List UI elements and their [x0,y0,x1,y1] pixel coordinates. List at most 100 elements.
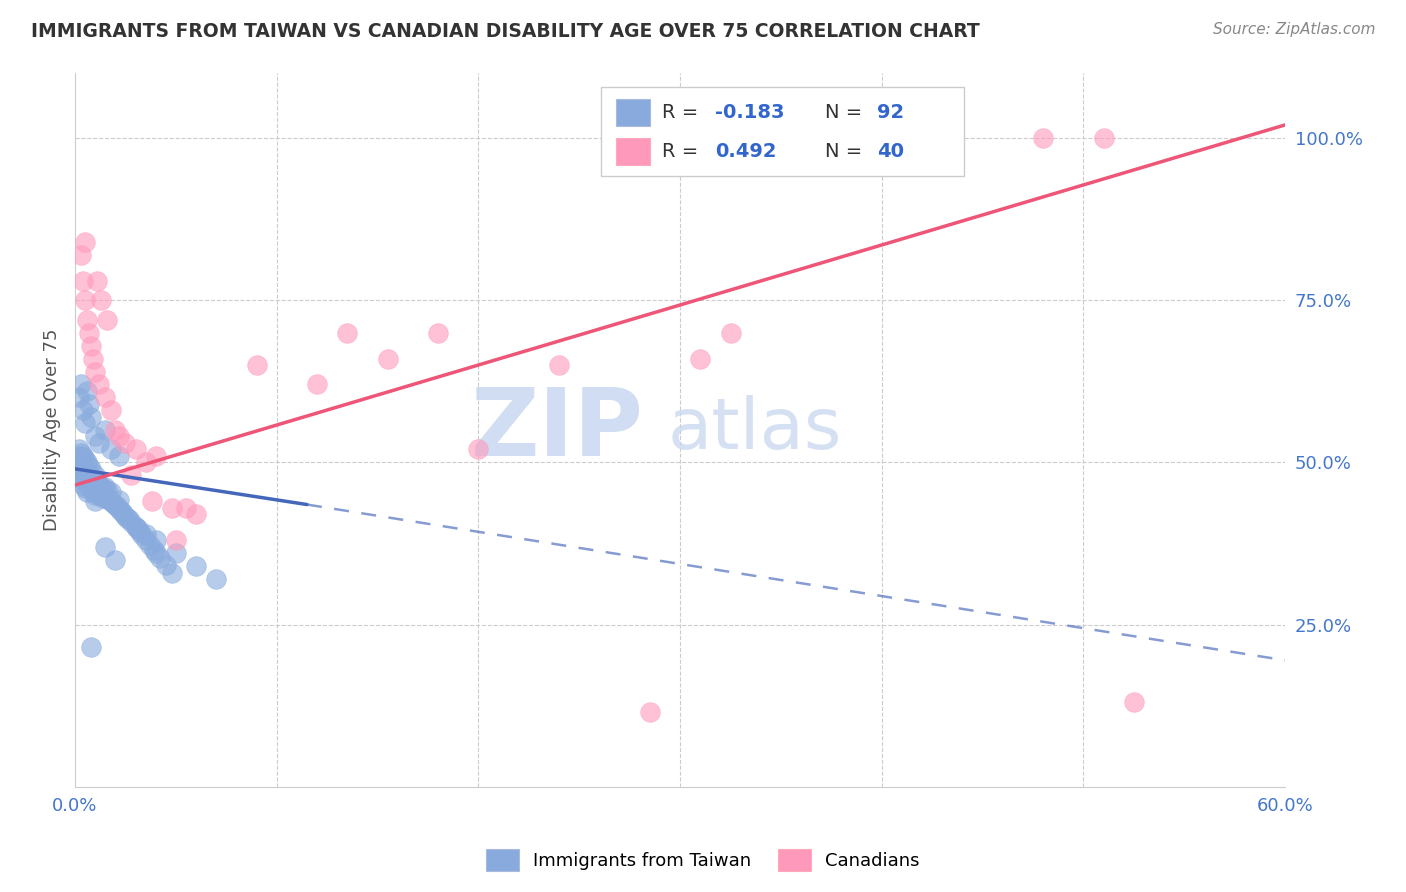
Point [149,551,172,566]
Point [75,481,97,495]
Point [67,442,90,457]
FancyBboxPatch shape [616,138,650,165]
Point [124,442,146,457]
Text: 92: 92 [877,103,904,121]
Point [155,558,177,572]
Point [336,326,359,340]
Point [124,520,146,534]
Point [638,705,661,719]
Point [80,640,103,655]
Point [103,495,125,509]
Point [80,409,103,424]
Point [145,546,167,560]
Point [131,528,153,542]
Point [77,478,100,492]
Text: -0.183: -0.183 [716,103,785,121]
Point [82,475,104,489]
Point [66,462,89,476]
Text: Source: ZipAtlas.com: Source: ZipAtlas.com [1212,22,1375,37]
Text: R =: R = [662,142,704,161]
Point [100,484,122,499]
Point [94,423,117,437]
Point [117,510,139,524]
Point [127,522,149,536]
Y-axis label: Disability Age Over 75: Disability Age Over 75 [44,328,60,531]
Point [76,455,98,469]
Point [141,494,163,508]
Point [160,566,183,580]
Point [108,429,131,443]
Point [86,274,108,288]
Point [67,391,90,405]
Point [467,442,489,457]
Point [98,493,121,508]
Point [90,480,112,494]
Point [94,540,117,554]
Point [100,403,122,417]
Point [75,417,97,431]
Point [142,543,165,558]
Text: R =: R = [662,103,704,121]
Point [114,508,136,523]
Point [77,397,100,411]
Point [89,436,111,450]
Point [548,358,571,372]
Point [94,391,117,405]
Point [174,500,197,515]
Point [135,455,157,469]
Point [104,552,127,566]
Point [91,481,114,495]
Point [184,559,207,574]
Point [135,533,157,548]
Point [89,478,111,492]
Point [70,377,93,392]
Point [72,403,94,417]
Point [121,468,143,483]
Point [110,504,132,518]
Point [165,533,187,548]
Point [114,436,136,450]
Text: atlas: atlas [668,395,842,465]
Point [80,462,103,476]
Point [77,468,100,483]
Point [80,338,103,352]
Point [67,449,90,463]
Point [100,494,122,508]
Point [104,423,127,437]
Point [70,452,93,467]
Point [72,468,94,483]
Text: 40: 40 [877,142,904,161]
Point [245,358,267,372]
Text: N =: N = [825,103,869,121]
Point [205,572,228,586]
Point [720,326,742,340]
Point [84,488,107,502]
Point [91,491,114,505]
Point [1122,696,1144,710]
Text: 0.492: 0.492 [716,142,776,161]
Point [94,489,117,503]
Point [121,515,143,529]
Point [108,502,131,516]
FancyBboxPatch shape [602,87,965,177]
Point [70,445,93,459]
Legend: Immigrants from Taiwan, Canadians: Immigrants from Taiwan, Canadians [479,842,927,879]
Point [72,458,94,473]
Point [82,484,104,499]
Point [105,500,128,514]
Point [80,472,103,486]
Point [108,493,131,508]
Point [84,364,107,378]
Point [305,377,328,392]
Point [94,480,117,494]
Point [75,472,97,486]
Point [86,484,108,499]
Point [118,512,141,526]
Point [689,351,711,366]
Point [84,468,107,483]
Point [165,546,187,560]
Point [128,524,150,539]
Point [76,465,98,479]
Point [96,491,118,505]
Point [75,235,97,249]
